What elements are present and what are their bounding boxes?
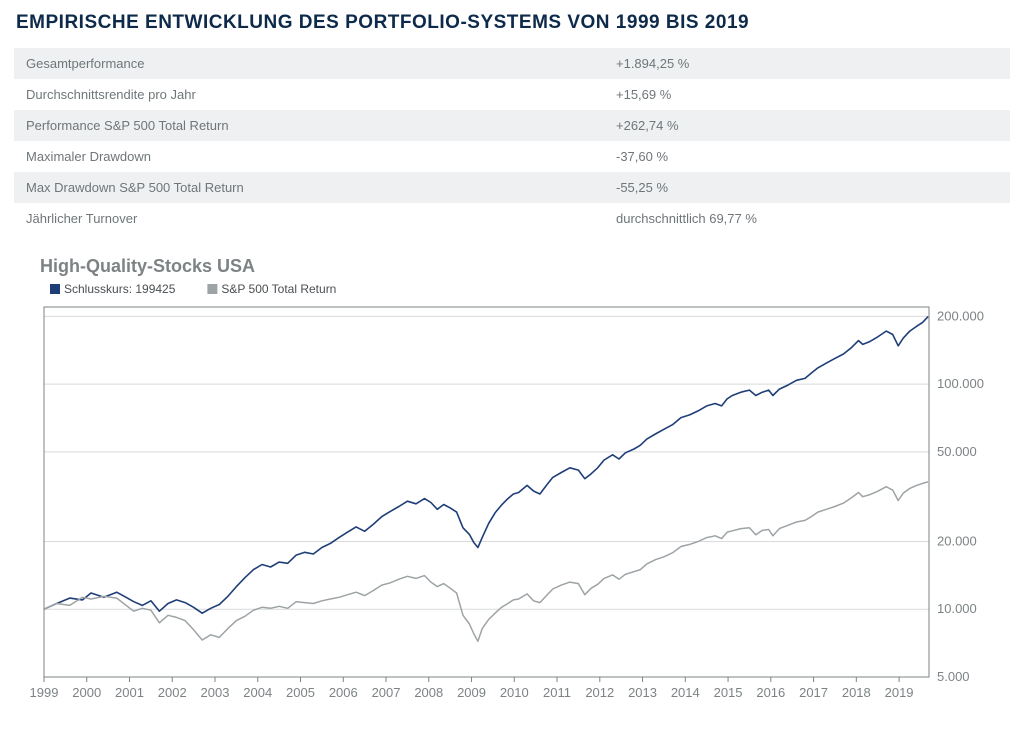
svg-text:2001: 2001: [115, 685, 144, 700]
metric-value: -37,60 %: [604, 141, 1010, 172]
table-row: Jährlicher Turnoverdurchschnittlich 69,7…: [14, 203, 1010, 234]
legend-swatch: [50, 284, 60, 294]
series-schlusskurs: [44, 317, 928, 614]
metric-label: Durchschnittsrendite pro Jahr: [14, 79, 604, 110]
svg-text:2015: 2015: [714, 685, 743, 700]
metric-value: durchschnittlich 69,77 %: [604, 203, 1010, 234]
svg-text:2000: 2000: [72, 685, 101, 700]
performance-chart: 5.000 10.000 20.000 50.000 100.000 200.000 199…: [14, 279, 1004, 709]
svg-text:2005: 2005: [286, 685, 315, 700]
svg-text:2012: 2012: [585, 685, 614, 700]
svg-text:2018: 2018: [842, 685, 871, 700]
svg-text:2013: 2013: [628, 685, 657, 700]
metric-value: +262,74 %: [604, 110, 1010, 141]
metric-value: +15,69 %: [604, 79, 1010, 110]
svg-text:1999: 1999: [30, 685, 59, 700]
series-sp500tr: [44, 482, 928, 642]
svg-text:2003: 2003: [201, 685, 230, 700]
table-row: Performance S&P 500 Total Return+262,74 …: [14, 110, 1010, 141]
metric-value: +1.894,25 %: [604, 48, 1010, 79]
svg-text:50.000: 50.000: [937, 444, 977, 459]
svg-text:2006: 2006: [329, 685, 358, 700]
metric-value: -55,25 %: [604, 172, 1010, 203]
svg-text:2014: 2014: [671, 685, 700, 700]
svg-text:2017: 2017: [799, 685, 828, 700]
svg-text:5.000: 5.000: [937, 669, 970, 684]
svg-text:2010: 2010: [500, 685, 529, 700]
legend-label: S&P 500 Total Return: [221, 282, 336, 296]
svg-text:2009: 2009: [457, 685, 486, 700]
svg-text:10.000: 10.000: [937, 601, 977, 616]
metric-label: Jährlicher Turnover: [14, 203, 604, 234]
chart-container: High-Quality-Stocks USA 5.000 10.000 20.00…: [14, 256, 1010, 709]
metric-label: Performance S&P 500 Total Return: [14, 110, 604, 141]
chart-title: High-Quality-Stocks USA: [40, 256, 1010, 277]
page-title: EMPIRISCHE ENTWICKLUNG DES PORTFOLIO-SYS…: [16, 12, 1010, 34]
svg-text:2004: 2004: [243, 685, 272, 700]
svg-text:2011: 2011: [543, 685, 571, 700]
svg-text:2002: 2002: [158, 685, 187, 700]
metric-label: Maximaler Drawdown: [14, 141, 604, 172]
svg-text:20.000: 20.000: [937, 533, 977, 548]
performance-table: Gesamtperformance+1.894,25 %Durchschnitt…: [14, 48, 1010, 234]
svg-text:100.000: 100.000: [937, 376, 984, 391]
metric-label: Gesamtperformance: [14, 48, 604, 79]
svg-text:2007: 2007: [372, 685, 401, 700]
svg-text:2019: 2019: [885, 685, 914, 700]
legend-swatch: [207, 284, 217, 294]
svg-text:200.000: 200.000: [937, 308, 984, 323]
svg-text:2008: 2008: [414, 685, 443, 700]
svg-text:2016: 2016: [756, 685, 785, 700]
legend-label: Schlusskurs: 199425: [64, 282, 176, 296]
metric-label: Max Drawdown S&P 500 Total Return: [14, 172, 604, 203]
table-row: Durchschnittsrendite pro Jahr+15,69 %: [14, 79, 1010, 110]
table-row: Maximaler Drawdown-37,60 %: [14, 141, 1010, 172]
table-row: Max Drawdown S&P 500 Total Return-55,25 …: [14, 172, 1010, 203]
table-row: Gesamtperformance+1.894,25 %: [14, 48, 1010, 79]
